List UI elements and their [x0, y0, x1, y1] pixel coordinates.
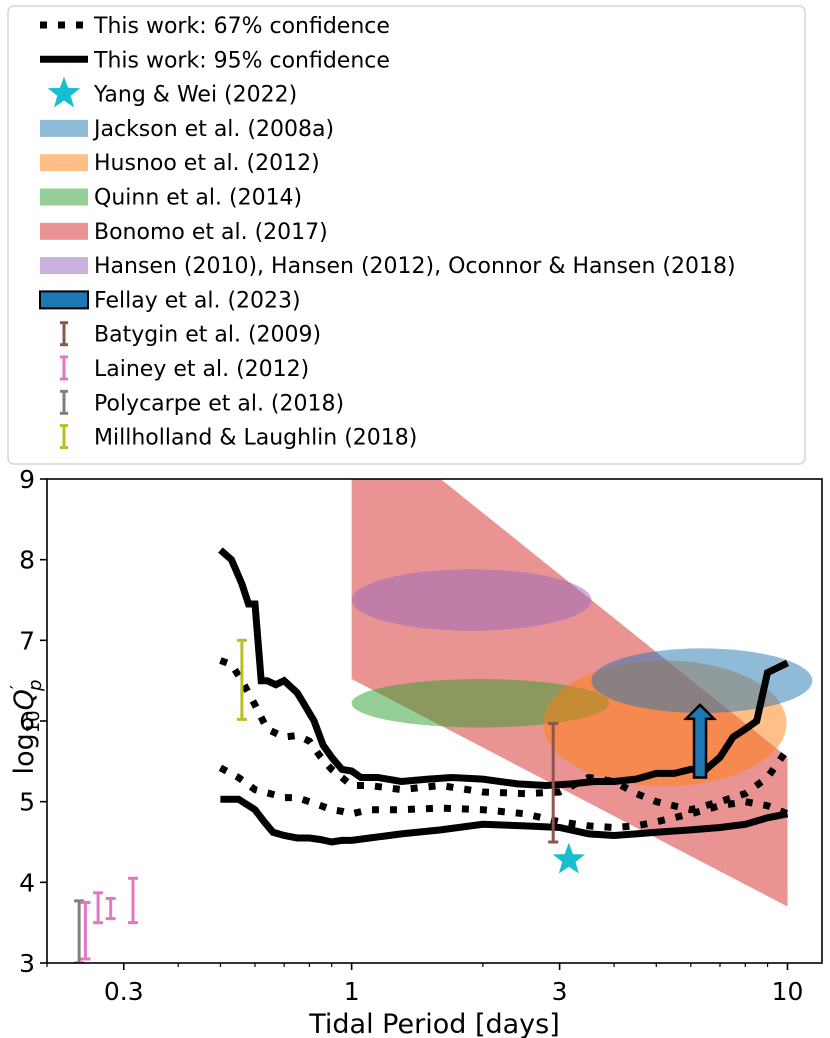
errorbar-lainey-et-al-2012-c — [105, 896, 116, 921]
x-axis-label: Tidal Period [days] — [308, 1009, 560, 1038]
legend-entry-batygin-et-al-2009: Batygin et al. (2009) — [60, 321, 321, 348]
y-tick-label: 8 — [19, 546, 35, 575]
errorbar-lainey-et-al-2012-d — [127, 876, 138, 925]
y-tick-label: 4 — [19, 868, 35, 897]
legend-entry-lainey-et-al-2012: Lainey et al. (2012) — [60, 355, 309, 382]
y-tick-label: 9 — [19, 465, 35, 494]
legend-entry-hansen-2010-hansen-2012-oconnor-hansen-2018: Hansen (2010), Hansen (2012), Oconnor & … — [40, 254, 736, 279]
legend-entry-this-work-95-confidence: This work: 95% confidence — [40, 48, 390, 73]
y-tick-label: 6 — [19, 707, 35, 736]
errorbar-lainey-et-al-2012-a — [80, 901, 91, 961]
legend-label: Quinn et al. (2014) — [94, 186, 302, 211]
x-tick-label: 0.3 — [104, 977, 144, 1006]
errorbar-lainey-et-al-2012-b — [93, 891, 104, 925]
legend-label: Yang & Wei (2022) — [93, 83, 297, 108]
legend-layer: This work: 67% confidence This work: 95% … — [7, 5, 806, 465]
markers-layer — [74, 638, 718, 963]
legend-label: Jackson et al. (2008a) — [92, 117, 334, 142]
errorbar-batygin-et-al-2009 — [548, 721, 559, 844]
legend-label: Lainey et al. (2012) — [94, 357, 309, 382]
legend-handle — [40, 119, 88, 137]
y-tick-label: 3 — [19, 949, 35, 978]
legend-entry-bonomo-et-al-2017: Bonomo et al. (2017) — [40, 220, 328, 245]
errorbar-millholland-laughlin-2018 — [236, 638, 247, 721]
legend-entry-fellay-et-al-2023: Fellay et al. (2023) — [39, 288, 301, 313]
legend-handle — [39, 290, 89, 310]
legend-handle — [40, 257, 88, 275]
axes-layer: 0.3 1 3 10 3 4 5 6 7 8 9 Tidal Period [days] log10Q′… — [7, 465, 823, 1038]
arrow-fellay-et-al-2023 — [683, 703, 718, 779]
y-axis-label: log10Q′p — [7, 680, 46, 775]
y-tick-label: 5 — [19, 788, 35, 817]
legend-handle — [40, 154, 88, 172]
legend-label: Millholland & Laughlin (2018) — [94, 426, 417, 451]
legend-label: Hansen (2010), Hansen (2012), Oconnor & … — [94, 254, 736, 279]
legend-handle — [47, 76, 81, 108]
x-tick-label: 3 — [552, 977, 568, 1006]
legend-entry-this-work-67-confidence: This work: 67% confidence — [40, 14, 390, 39]
legend-entry-husnoo-et-al-2012: Husnoo et al. (2012) — [40, 151, 320, 176]
legend-label: This work: 95% confidence — [93, 48, 390, 73]
region-jackson-et-al-2008a — [591, 648, 813, 713]
series-this-work-67-confidence-lower — [218, 764, 789, 832]
legend-box — [7, 5, 806, 465]
regions-layer — [351, 479, 813, 907]
legend-label: Bonomo et al. (2017) — [94, 220, 328, 245]
point-yang-wei-2022 — [552, 842, 585, 874]
x-tick-label: 10 — [772, 977, 804, 1006]
legend-label: This work: 67% confidence — [93, 14, 390, 39]
region-hansen-2010-hansen-2012-oconnor-hansen-2018 — [351, 569, 592, 631]
series-this-work-67-confidence-upper — [219, 657, 791, 814]
x-tick-label: 1 — [344, 977, 360, 1006]
legend-entry-yang-wei-2022: Yang & Wei (2022) — [47, 76, 297, 108]
errorbar-polycarpe-et-al-2018 — [74, 899, 85, 963]
legend-label: Fellay et al. (2023) — [94, 288, 301, 313]
legend-handle — [40, 222, 88, 240]
y-tick-label: 7 — [19, 626, 35, 655]
legend-handle — [40, 188, 88, 206]
legend-entry-millholland-laughlin-2018: Millholland & Laughlin (2018) — [60, 424, 417, 451]
series-this-work-95-confidence-lower — [220, 795, 789, 846]
legend-label: Polycarpe et al. (2018) — [94, 391, 344, 416]
legend-label: Husnoo et al. (2012) — [94, 151, 320, 176]
legend-entry-polycarpe-et-al-2018: Polycarpe et al. (2018) — [60, 389, 344, 416]
legend-entry-jackson-et-al-2008a: Jackson et al. (2008a) — [40, 117, 334, 142]
legend-label: Batygin et al. (2009) — [94, 323, 321, 348]
legend-entry-quinn-et-al-2014: Quinn et al. (2014) — [40, 186, 302, 211]
